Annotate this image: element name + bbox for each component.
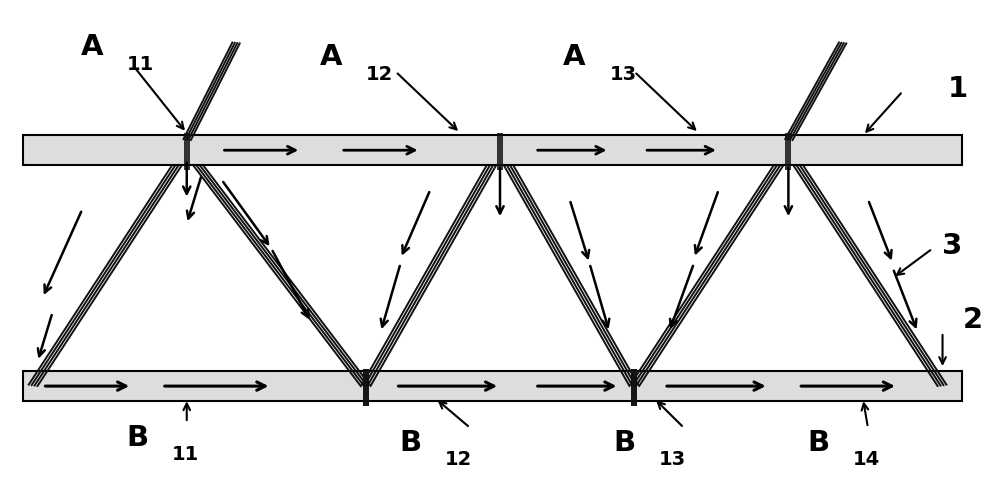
Text: B: B xyxy=(613,428,635,457)
Text: B: B xyxy=(807,428,829,457)
Text: 12: 12 xyxy=(366,65,393,83)
Text: A: A xyxy=(320,43,342,71)
Text: 3: 3 xyxy=(942,232,963,260)
Text: 2: 2 xyxy=(962,306,982,334)
Text: 11: 11 xyxy=(127,55,154,74)
Bar xyxy=(23,136,962,165)
Text: 14: 14 xyxy=(853,450,880,469)
Text: 12: 12 xyxy=(445,450,473,469)
Bar xyxy=(23,371,962,401)
Text: B: B xyxy=(126,424,148,452)
Text: 13: 13 xyxy=(659,450,686,469)
Text: 13: 13 xyxy=(609,65,637,83)
Text: B: B xyxy=(399,428,422,457)
Text: 11: 11 xyxy=(172,445,199,464)
Text: A: A xyxy=(81,33,104,61)
Text: A: A xyxy=(563,43,586,71)
Text: 1: 1 xyxy=(947,75,968,103)
